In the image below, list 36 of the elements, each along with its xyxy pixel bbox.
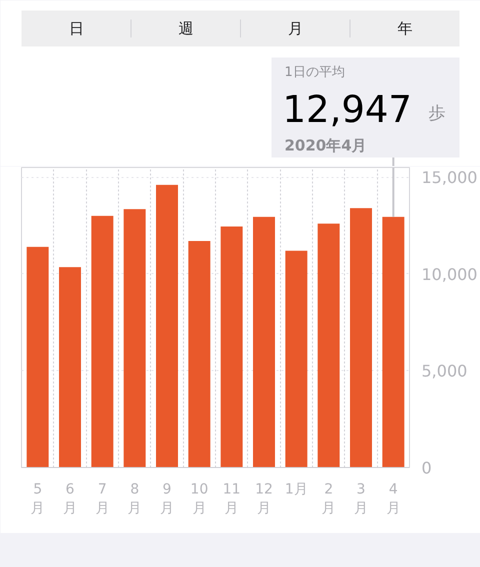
bar <box>253 216 275 468</box>
bar <box>59 267 81 468</box>
y-tick-label: 10,000 <box>422 264 478 284</box>
text: 年 <box>397 20 412 38</box>
text: 歩 <box>428 104 446 124</box>
bar <box>26 246 49 468</box>
bar <box>318 224 340 468</box>
y-tick-label: 5,000 <box>422 362 468 381</box>
bar <box>156 184 178 468</box>
x-tick-label: 11 月 <box>222 482 241 517</box>
x-tick-label: 7 月 <box>95 482 110 517</box>
x-tick-label: 3 月 <box>354 482 368 517</box>
bar <box>220 226 243 468</box>
x-tick-label: 5 月 <box>30 482 45 517</box>
bar <box>124 209 146 468</box>
y-tick-label: 0 <box>422 458 432 478</box>
x-tick-label: 10 月 <box>190 482 208 517</box>
bar <box>91 216 114 468</box>
x-tick-label: 12 月 <box>255 482 273 517</box>
bar <box>382 216 404 468</box>
x-tick-label: 6 月 <box>63 482 77 517</box>
x-tick-label: 1月 <box>284 482 308 498</box>
text: 月 <box>288 20 303 38</box>
text: 1日の平均 <box>284 65 345 80</box>
bar <box>285 250 308 468</box>
x-tick-label: 8 月 <box>128 482 142 517</box>
text: 日 <box>68 20 84 38</box>
x-tick-label: 9 月 <box>160 482 174 517</box>
bar <box>350 208 372 468</box>
text: 週 <box>178 20 194 38</box>
text: 2020年4月 <box>284 136 367 154</box>
bar <box>188 241 210 468</box>
x-tick-label: 4 月 <box>386 482 400 517</box>
annotation: 12,947 <box>282 88 412 131</box>
y-tick-label: 15,000 <box>422 168 478 188</box>
x-tick-label: 2 月 <box>322 482 336 517</box>
